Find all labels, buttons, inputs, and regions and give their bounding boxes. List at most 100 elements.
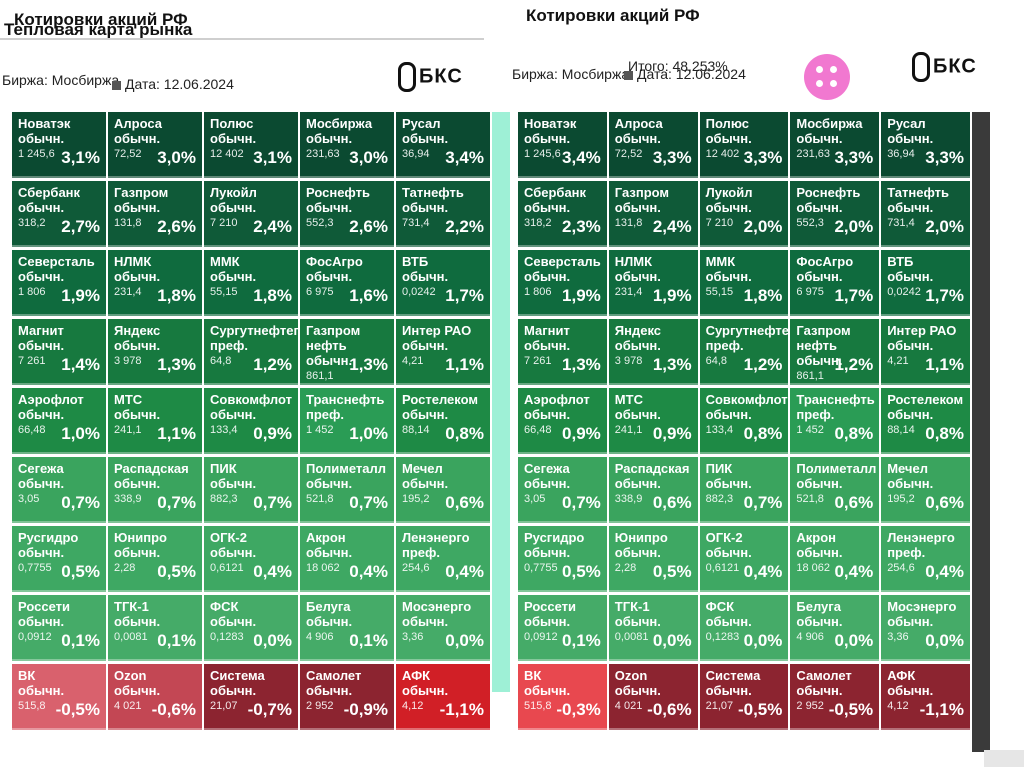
ticker-tile[interactable]: ВК обычн. 515,8 -0,5% [12, 664, 106, 730]
ticker-tile[interactable]: Сбербанк обычн. 318,2 2,3% [518, 181, 607, 247]
ticker-tile[interactable]: Татнефть обычн. 731,4 2,0% [881, 181, 970, 247]
ticker-tile[interactable]: Полиметалл обычн. 521,8 0,6% [790, 457, 880, 523]
ticker-name: ОГК-2 обычн. [705, 530, 752, 560]
ticker-tile[interactable]: Алроса обычн. 72,52 3,3% [608, 112, 698, 178]
ticker-tile[interactable]: ПИК обычн. 882,3 0,7% [204, 457, 298, 523]
ticker-tile[interactable]: ФСК обычн. 0,1283 0,0% [699, 595, 789, 661]
ticker-tile[interactable]: Аэрофлот обычн. 66,48 1,0% [12, 388, 106, 454]
ticker-tile[interactable]: Акрон обычн. 18 062 0,4% [790, 526, 880, 592]
ticker-tile[interactable]: Мосэнерго обычн. 3,36 0,0% [881, 595, 970, 661]
ticker-tile[interactable]: МТС обычн. 241,1 0,9% [608, 388, 698, 454]
ticker-tile[interactable]: Система обычн. 21,07 -0,7% [204, 664, 298, 730]
ticker-tile[interactable]: Мосбиржа обычн. 231,63 3,3% [790, 112, 880, 178]
ticker-tile[interactable]: Мечел обычн. 195,2 0,6% [396, 457, 490, 523]
ticker-tile[interactable]: Самолет обычн. 2 952 -0,5% [790, 664, 880, 730]
ticker-tile[interactable]: Магнит обычн. 7 261 1,4% [12, 319, 106, 385]
ticker-tile[interactable]: АФК обычн. 4,12 -1,1% [396, 664, 490, 730]
ticker-tile[interactable]: Полюс обычн. 12 402 3,1% [204, 112, 298, 178]
ticker-tile[interactable]: Газпром обычн. 131,8 2,6% [108, 181, 202, 247]
ticker-tile[interactable]: Газпром нефть обычн. 861,1 1,3% [300, 319, 394, 385]
ticker-tile[interactable]: ФосАгро обычн. 6 975 1,7% [790, 250, 880, 316]
ticker-tile[interactable]: Ленэнерго преф. 254,6 0,4% [881, 526, 970, 592]
ticker-tile[interactable]: ФосАгро обычн. 6 975 1,6% [300, 250, 394, 316]
ticker-tile[interactable]: Россети обычн. 0,0912 0,1% [12, 595, 106, 661]
ticker-tile[interactable]: Алроса обычн. 72,52 3,0% [108, 112, 202, 178]
ticker-tile[interactable]: Магнит обычн. 7 261 1,3% [518, 319, 607, 385]
ticker-tile[interactable]: Ozon обычн. 4 021 -0,6% [108, 664, 202, 730]
ticker-tile[interactable]: Россети обычн. 0,0912 0,1% [518, 595, 607, 661]
ticker-tile[interactable]: Акрон обычн. 18 062 0,4% [300, 526, 394, 592]
ticker-tile[interactable]: НЛМК обычн. 231,4 1,8% [108, 250, 202, 316]
ticker-tile[interactable]: Совкомфлот обычн. 133,4 0,9% [204, 388, 298, 454]
ticker-tile[interactable]: ПИК обычн. 882,3 0,7% [699, 457, 789, 523]
ticker-tile[interactable]: МТС обычн. 241,1 1,1% [108, 388, 202, 454]
ticker-tile[interactable]: ТГК-1 обычн. 0,0081 0,0% [608, 595, 698, 661]
ticker-tile[interactable]: ФСК обычн. 0,1283 0,0% [204, 595, 298, 661]
ticker-tile[interactable]: Ozon обычн. 4 021 -0,6% [608, 664, 698, 730]
ticker-tile[interactable]: Полиметалл обычн. 521,8 0,7% [300, 457, 394, 523]
ticker-tile[interactable]: Ростелеком обычн. 88,14 0,8% [881, 388, 970, 454]
ticker-tile[interactable]: Яндекс обычн. 3 978 1,3% [108, 319, 202, 385]
ticker-tile[interactable]: Газпром обычн. 131,8 2,4% [608, 181, 698, 247]
ticker-tile[interactable]: Русал обычн. 36,94 3,4% [396, 112, 490, 178]
ticker-tile[interactable]: Татнефть обычн. 731,4 2,2% [396, 181, 490, 247]
ticker-tile[interactable]: Юнипро обычн. 2,28 0,5% [108, 526, 202, 592]
ticker-tile[interactable]: Белуга обычн. 4 906 0,0% [790, 595, 880, 661]
ticker-tile[interactable]: Мосэнерго обычн. 3,36 0,0% [396, 595, 490, 661]
ticker-tile[interactable]: НЛМК обычн. 231,4 1,9% [608, 250, 698, 316]
ticker-tile[interactable]: ВТБ обычн. 0,0242 1,7% [881, 250, 970, 316]
ticker-tile[interactable]: Интер РАО обычн. 4,21 1,1% [881, 319, 970, 385]
ticker-tile[interactable]: Новатэк обычн. 1 245,6 3,1% [12, 112, 106, 178]
ticker-tile[interactable]: ММК обычн. 55,15 1,8% [204, 250, 298, 316]
ticker-tile[interactable]: ОГК-2 обычн. 0,6121 0,4% [204, 526, 298, 592]
ticker-tile[interactable]: Транснефть преф. 1 452 1,0% [300, 388, 394, 454]
ticker-tile[interactable]: ВК обычн. 515,8 -0,3% [518, 664, 607, 730]
ticker-change: 0,0% [743, 631, 783, 650]
ticker-name: Акрон обычн. [796, 530, 843, 560]
ticker-tile[interactable]: Газпром нефть обычн. 861,1 1,2% [790, 319, 880, 385]
ticker-tile[interactable]: Белуга обычн. 4 906 0,1% [300, 595, 394, 661]
ticker-tile[interactable]: Ленэнерго преф. 254,6 0,4% [396, 526, 490, 592]
ticker-tile[interactable]: Аэрофлот обычн. 66,48 0,9% [518, 388, 607, 454]
ticker-tile[interactable]: Распадская обычн. 338,9 0,7% [108, 457, 202, 523]
ticker-tile[interactable]: Совкомфлот обычн. 133,4 0,8% [699, 388, 789, 454]
ticker-tile[interactable]: Распадская обычн. 338,9 0,6% [608, 457, 698, 523]
ticker-tile[interactable]: Сегежа обычн. 3,05 0,7% [518, 457, 607, 523]
ticker-tile[interactable]: ТГК-1 обычн. 0,0081 0,1% [108, 595, 202, 661]
ticker-name: МТС обычн. [114, 392, 161, 422]
ticker-tile[interactable]: Сбербанк обычн. 318,2 2,7% [12, 181, 106, 247]
scrollbar[interactable] [984, 750, 1024, 767]
ticker-tile[interactable]: Сургутнефтегаз преф. 64,8 1,2% [204, 319, 298, 385]
ticker-tile[interactable]: Лукойл обычн. 7 210 2,4% [204, 181, 298, 247]
ticker-tile[interactable]: Роснефть обычн. 552,3 2,6% [300, 181, 394, 247]
ticker-tile[interactable]: Русгидро обычн. 0,7755 0,5% [12, 526, 106, 592]
ticker-name: Татнефть обычн. [887, 185, 950, 215]
ticker-tile[interactable]: Ростелеком обычн. 88,14 0,8% [396, 388, 490, 454]
ticker-tile[interactable]: Самолет обычн. 2 952 -0,9% [300, 664, 394, 730]
ticker-name: Россети обычн. [524, 599, 576, 629]
ticker-tile[interactable]: Лукойл обычн. 7 210 2,0% [699, 181, 789, 247]
ticker-tile[interactable]: Роснефть обычн. 552,3 2,0% [790, 181, 880, 247]
ticker-tile[interactable]: ММК обычн. 55,15 1,8% [699, 250, 789, 316]
ticker-tile[interactable]: Интер РАО обычн. 4,21 1,1% [396, 319, 490, 385]
ticker-tile[interactable]: Сегежа обычн. 3,05 0,7% [12, 457, 106, 523]
ticker-price: 131,8 [114, 217, 142, 229]
ticker-tile[interactable]: Северсталь обычн. 1 806 1,9% [12, 250, 106, 316]
ticker-tile[interactable]: Русгидро обычн. 0,7755 0,5% [518, 526, 607, 592]
ticker-tile[interactable]: Яндекс обычн. 3 978 1,3% [608, 319, 698, 385]
ticker-tile[interactable]: Юнипро обычн. 2,28 0,5% [608, 526, 698, 592]
ticker-tile[interactable]: Полюс обычн. 12 402 3,3% [699, 112, 789, 178]
ticker-price: 195,2 [887, 493, 915, 505]
ticker-tile[interactable]: АФК обычн. 4,12 -1,1% [881, 664, 970, 730]
ticker-tile[interactable]: Северсталь обычн. 1 806 1,9% [518, 250, 607, 316]
ticker-tile[interactable]: Сургутнефтегаз преф. 64,8 1,2% [699, 319, 789, 385]
ticker-tile[interactable]: Русал обычн. 36,94 3,3% [881, 112, 970, 178]
ticker-tile[interactable]: ОГК-2 обычн. 0,6121 0,4% [699, 526, 789, 592]
ticker-tile[interactable]: Мосбиржа обычн. 231,63 3,0% [300, 112, 394, 178]
ticker-tile[interactable]: Новатэк обычн. 1 245,6 3,4% [518, 112, 607, 178]
ticker-change: 0,4% [834, 562, 874, 581]
ticker-tile[interactable]: ВТБ обычн. 0,0242 1,7% [396, 250, 490, 316]
ticker-tile[interactable]: Мечел обычн. 195,2 0,6% [881, 457, 970, 523]
ticker-tile[interactable]: Транснефть преф. 1 452 0,8% [790, 388, 880, 454]
ticker-tile[interactable]: Система обычн. 21,07 -0,5% [699, 664, 789, 730]
